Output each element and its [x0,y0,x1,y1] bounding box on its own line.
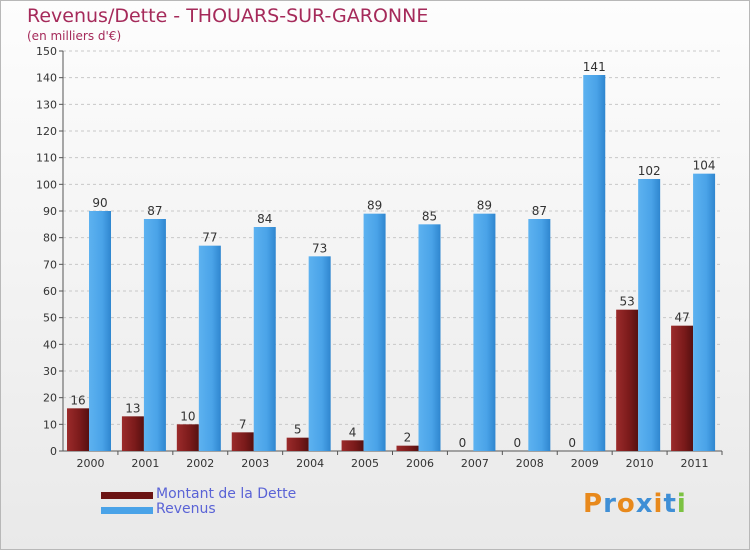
y-tick-label: 0 [50,445,57,458]
bar-dette [616,309,639,451]
data-label: 10 [180,409,195,423]
x-tick-label: 2001 [131,457,159,470]
data-label: 102 [638,164,661,178]
data-label: 53 [620,295,635,309]
y-tick-label: 100 [36,178,57,191]
proxiti-logo: Proxiti [583,489,687,519]
y-tick-label: 20 [43,392,57,405]
bar-dette [396,445,419,451]
x-tick-label: 2008 [516,457,544,470]
bar-dette [176,424,199,451]
bar-revenus [253,227,276,451]
logo-letter: i [676,489,687,519]
legend-label-revenus: Revenus [156,501,216,517]
bar-revenus [363,213,386,451]
y-tick-label: 40 [43,338,57,351]
data-label: 77 [202,231,217,245]
data-label: 7 [239,417,247,431]
y-tick-label: 50 [43,312,57,325]
y-tick-label: 130 [36,98,57,111]
chart-subtitle: (en milliers d'€) [27,29,122,43]
bar-dette [231,432,254,451]
data-label: 85 [422,209,437,223]
y-tick-label: 90 [43,205,57,218]
x-tick-label: 2003 [241,457,269,470]
bar-revenus [473,213,496,451]
y-tick-label: 80 [43,232,57,245]
bar-revenus [693,173,716,451]
data-label: 13 [125,401,140,415]
data-label: 87 [532,204,547,218]
data-label: 4 [349,425,357,439]
legend-swatch-revenus [101,507,153,514]
data-label: 73 [312,241,327,255]
x-tick-label: 2011 [681,457,709,470]
x-tick-label: 2005 [351,457,379,470]
bar-revenus [418,224,441,451]
x-tick-label: 2007 [461,457,489,470]
y-tick-label: 110 [36,152,57,165]
chart-title: Revenus/Dette - THOUARS-SUR-GARONNE [27,5,429,27]
bar-dette [671,325,694,451]
data-label: 0 [459,436,467,450]
legend-label-dette: Montant de la Dette [156,486,297,502]
y-tick-label: 60 [43,285,57,298]
bar-revenus [638,179,661,451]
data-label: 0 [514,436,522,450]
y-tick-label: 150 [36,45,57,58]
data-label: 2 [404,431,412,445]
logo-letter: o [616,489,636,519]
bar-dette [121,416,144,451]
data-label: 87 [147,204,162,218]
bar-revenus [583,75,606,451]
data-label: 0 [568,436,576,450]
y-tick-label: 30 [43,365,57,378]
data-label: 90 [92,196,107,210]
bar-revenus [143,219,166,451]
bar-revenus [89,211,111,451]
bar-dette [67,408,89,451]
y-tick-label: 10 [43,418,57,431]
data-label: 84 [257,212,272,226]
data-label: 89 [367,199,382,213]
y-tick-label: 120 [36,125,57,138]
logo-letter: t [663,489,677,519]
logo-letter: P [583,489,604,519]
data-label: 47 [674,311,689,325]
data-label: 89 [477,199,492,213]
y-tick-label: 140 [36,72,57,85]
bar-revenus [198,245,221,451]
logo-letter: i [653,489,664,519]
y-tick-label: 70 [43,258,57,271]
x-tick-label: 2004 [296,457,324,470]
data-label: 16 [70,393,85,407]
bar-revenus [308,256,331,451]
data-label: 5 [294,423,302,437]
bar-dette [341,440,364,451]
logo-letter: x [635,489,654,519]
logo-letter: r [603,489,617,519]
x-tick-label: 2010 [626,457,654,470]
x-tick-label: 2006 [406,457,434,470]
bar-dette [286,437,309,451]
legend-swatch-dette [101,492,153,499]
x-tick-label: 2000 [76,457,104,470]
x-tick-label: 2002 [186,457,214,470]
x-tick-label: 2009 [571,457,599,470]
bar-revenus [528,219,551,451]
data-label: 104 [693,159,716,173]
data-label: 141 [583,60,606,74]
